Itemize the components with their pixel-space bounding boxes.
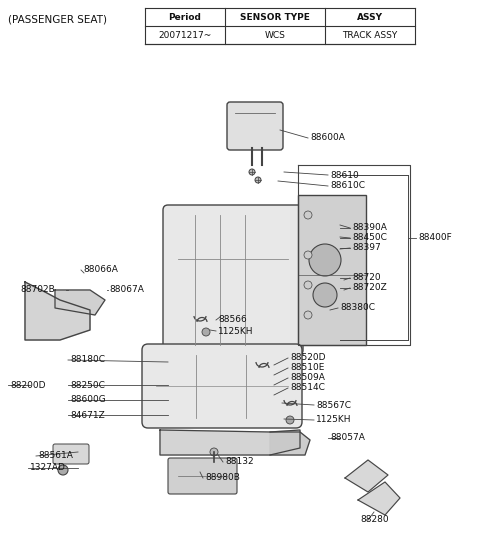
Text: 20071217~: 20071217~ — [158, 30, 212, 39]
Text: 88514C: 88514C — [290, 384, 325, 393]
Text: 84671Z: 84671Z — [70, 411, 105, 419]
Text: 88720Z: 88720Z — [352, 283, 387, 293]
Polygon shape — [55, 290, 105, 315]
Text: 88509A: 88509A — [290, 373, 325, 382]
Polygon shape — [25, 282, 90, 340]
Text: 88980B: 88980B — [205, 473, 240, 483]
Circle shape — [304, 211, 312, 219]
Text: 88520D: 88520D — [290, 353, 325, 362]
Text: 88600A: 88600A — [310, 134, 345, 142]
Text: WCS: WCS — [264, 30, 286, 39]
Circle shape — [304, 281, 312, 289]
Text: 88280: 88280 — [360, 516, 389, 525]
Text: SENSOR TYPE: SENSOR TYPE — [240, 12, 310, 22]
Circle shape — [304, 251, 312, 259]
Circle shape — [202, 328, 210, 336]
FancyBboxPatch shape — [53, 444, 89, 464]
Text: 88380C: 88380C — [340, 304, 375, 313]
Text: 1327AD: 1327AD — [30, 464, 66, 472]
Bar — [298, 195, 366, 345]
Polygon shape — [345, 460, 388, 492]
Text: 88610: 88610 — [330, 170, 359, 180]
Text: 88450C: 88450C — [352, 234, 387, 242]
Polygon shape — [270, 432, 310, 455]
FancyBboxPatch shape — [163, 205, 303, 355]
Circle shape — [286, 416, 294, 424]
FancyBboxPatch shape — [142, 344, 302, 428]
Text: 1125KH: 1125KH — [316, 415, 351, 425]
Text: 88250C: 88250C — [70, 380, 105, 390]
Text: 88400F: 88400F — [418, 234, 452, 242]
Text: 88510E: 88510E — [290, 364, 324, 373]
Text: 88057A: 88057A — [330, 433, 365, 443]
Text: 88610C: 88610C — [330, 181, 365, 190]
Text: 88702B: 88702B — [20, 286, 55, 294]
Circle shape — [255, 177, 261, 183]
Text: 88067A: 88067A — [109, 286, 144, 294]
Text: 88561A: 88561A — [38, 452, 73, 460]
Text: 88567C: 88567C — [316, 400, 351, 410]
Circle shape — [309, 244, 341, 276]
Text: TRACK ASSY: TRACK ASSY — [342, 30, 397, 39]
Text: (PASSENGER SEAT): (PASSENGER SEAT) — [8, 14, 107, 24]
Text: 88066A: 88066A — [83, 266, 118, 274]
Text: 88390A: 88390A — [352, 223, 387, 233]
Text: 88566: 88566 — [218, 315, 247, 325]
Circle shape — [313, 283, 337, 307]
FancyBboxPatch shape — [168, 458, 237, 494]
Text: 88600G: 88600G — [70, 395, 106, 405]
Circle shape — [210, 448, 218, 456]
Text: 88132: 88132 — [225, 458, 253, 466]
Circle shape — [304, 311, 312, 319]
FancyBboxPatch shape — [227, 102, 283, 150]
Polygon shape — [160, 430, 300, 455]
Text: 88200D: 88200D — [10, 380, 46, 390]
Circle shape — [58, 465, 68, 475]
Text: Period: Period — [168, 12, 202, 22]
Text: ASSY: ASSY — [357, 12, 383, 22]
Text: 88720: 88720 — [352, 274, 381, 282]
Text: 1125KH: 1125KH — [218, 327, 253, 335]
Text: 88397: 88397 — [352, 243, 381, 253]
Text: 88180C: 88180C — [70, 355, 105, 365]
Polygon shape — [358, 482, 400, 515]
Circle shape — [249, 169, 255, 175]
